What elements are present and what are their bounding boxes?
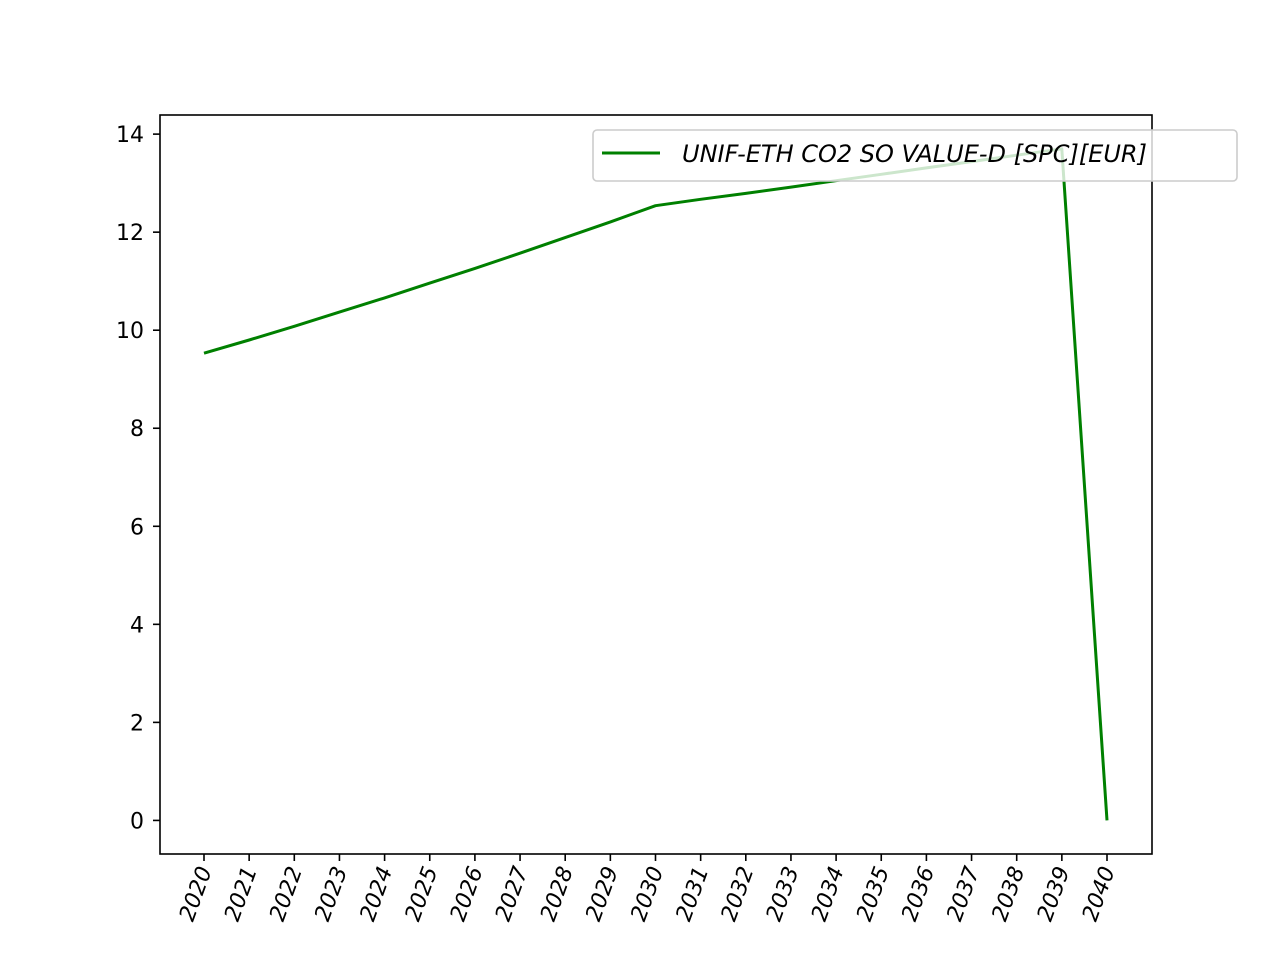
y-axis: 0 2 4 6 8 10 12 14 <box>116 123 160 834</box>
y-tick-label: 2 <box>130 711 144 736</box>
y-tick-label: 4 <box>130 613 144 638</box>
y-tick-label: 6 <box>130 515 144 540</box>
y-tick-label: 10 <box>116 319 144 344</box>
y-tick-label: 8 <box>130 417 144 442</box>
y-tick-label: 14 <box>116 123 144 148</box>
y-tick-label: 12 <box>116 221 144 246</box>
legend: UNIF-ETH CO2 SO VALUE-D [SPC][EUR] <box>592 129 1238 182</box>
y-tick-label: 0 <box>130 809 144 834</box>
legend-label: UNIF-ETH CO2 SO VALUE-D [SPC][EUR] <box>682 140 1147 168</box>
legend-frame <box>592 129 1238 182</box>
